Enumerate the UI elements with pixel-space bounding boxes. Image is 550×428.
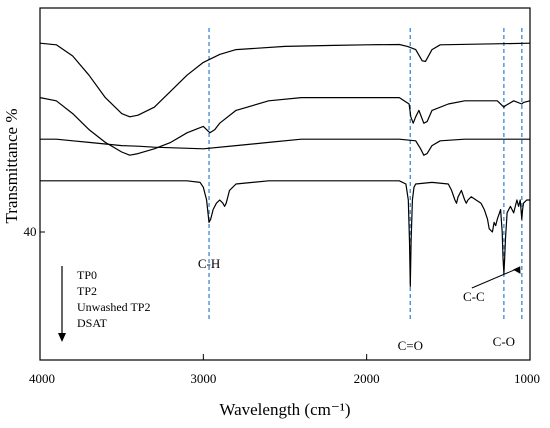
peak-label: C-H [198,256,220,271]
peak-label: C-O [493,334,515,349]
x-tick-label: 2000 [354,371,380,386]
legend-entry: TP2 [77,284,97,298]
peak-annotations: C-H C=O C-O C-C [198,256,521,353]
peak-label: C-C [463,289,485,304]
x-tick-label: 4000 [29,371,55,386]
y-axis-ticks: 40 [24,224,45,239]
legend-entry: DSAT [77,316,108,330]
x-axis-ticks: 4000 3000 2000 1000 [29,354,540,386]
series-line [39,42,531,118]
series-line [40,180,530,287]
x-tick-label: 3000 [190,371,216,386]
c-c-pointer-head [512,266,521,274]
series-line [39,97,531,156]
legend-entry: TP0 [77,268,97,282]
y-tick-label: 40 [24,224,37,239]
peak-label: C=O [398,338,423,353]
legend: TP0 TP2 Unwashed TP2 DSAT [58,266,150,342]
legend-arrow-head [58,333,66,342]
x-axis-title: Wavelength (cm⁻¹) [219,400,350,419]
series-line [40,138,530,156]
x-tick-label: 1000 [514,371,540,386]
c-c-pointer [471,267,520,289]
y-axis-title: Transmittance % [2,108,21,223]
spectra-lines [39,42,531,287]
reference-lines [208,28,523,322]
legend-entry: Unwashed TP2 [77,300,150,314]
plot-frame [39,7,531,361]
